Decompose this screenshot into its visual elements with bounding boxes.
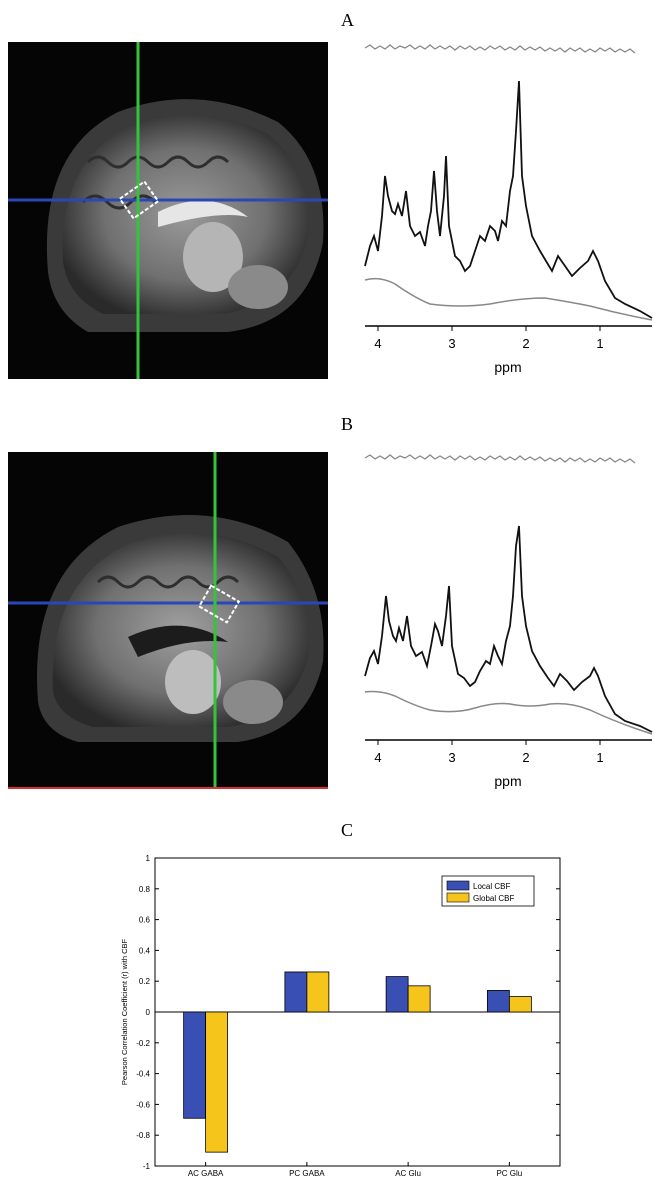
y-tick-label: 0 — [146, 1008, 151, 1017]
mri-brain-image-a — [8, 42, 328, 379]
legend-swatch — [446, 880, 470, 891]
voxel-box — [118, 180, 160, 220]
panel-label-c: C — [341, 820, 354, 840]
y-tick-label: 1 — [146, 854, 151, 863]
ppm-tick: 1 — [596, 750, 603, 765]
residual-trace — [364, 44, 636, 54]
y-tick-label: -0.2 — [136, 1039, 150, 1048]
residual-trace — [364, 454, 636, 464]
mrs-spectrum-a: 4 3 2 1 ppm — [360, 36, 655, 386]
fitted-spectrum — [364, 525, 653, 733]
bar-local-cbf — [486, 990, 510, 1013]
ppm-tick: 2 — [522, 750, 529, 765]
y-tick-label: 0.2 — [139, 977, 151, 986]
y-tick-label: -0.4 — [136, 1070, 150, 1079]
bar-global-cbf — [306, 971, 330, 1013]
y-tick-label: -1 — [143, 1162, 151, 1171]
bar-local-cbf — [183, 1011, 207, 1119]
ppm-tick: 4 — [374, 336, 381, 351]
y-tick-label: 0.8 — [139, 885, 151, 894]
x-tick-label: PC Glu — [496, 1169, 522, 1178]
legend-swatch — [446, 892, 470, 903]
fitted-spectrum — [364, 80, 653, 319]
y-tick-label: -0.8 — [136, 1131, 150, 1140]
panel-label-a: A — [341, 10, 354, 30]
bar-global-cbf — [205, 1011, 229, 1153]
ppm-tick: 2 — [522, 336, 529, 351]
ppm-tick: 3 — [448, 336, 455, 351]
mrs-spectrum-b: 4 3 2 1 ppm — [360, 446, 655, 796]
bar-global-cbf — [508, 996, 532, 1013]
legend-label: Global CBF — [473, 894, 514, 903]
baseline-trace — [364, 277, 653, 321]
bar-global-cbf — [407, 985, 431, 1013]
panel-label-b: B — [341, 414, 354, 434]
ppm-axis-label: ppm — [494, 773, 521, 789]
ppm-tick: 1 — [596, 336, 603, 351]
x-tick-label: PC GABA — [289, 1169, 325, 1178]
ppm-tick: 4 — [374, 750, 381, 765]
baseline-trace — [364, 690, 653, 735]
ppm-axis-label: ppm — [494, 359, 521, 375]
bar-chart-svg: 1 0.8 0.6 0.4 0.2 0 -0.2 -0.4 -0.6 -0.8 -1 Pearson … — [120, 854, 561, 1178]
x-tick-label: AC GABA — [188, 1169, 224, 1178]
y-axis-label: Pearson Correlation Coefficient (r) with… — [120, 939, 129, 1086]
y-tick-label: -0.6 — [136, 1100, 150, 1109]
bar-local-cbf — [284, 971, 308, 1013]
y-tick-label: 0.6 — [139, 916, 151, 925]
correlation-bar-chart: 1 0.8 0.6 0.4 0.2 0 -0.2 -0.4 -0.6 -0.8 -1 Pearson … — [110, 848, 570, 1187]
y-tick-label: 0.4 — [139, 946, 151, 955]
mri-sagittal-anterior — [8, 42, 328, 379]
legend-label: Local CBF — [473, 882, 510, 891]
x-tick-label: AC Glu — [395, 1169, 421, 1178]
mri-brain-image-b — [8, 452, 328, 789]
mri-sagittal-posterior — [8, 452, 328, 789]
bar-local-cbf — [385, 976, 409, 1013]
ppm-tick: 3 — [448, 750, 455, 765]
